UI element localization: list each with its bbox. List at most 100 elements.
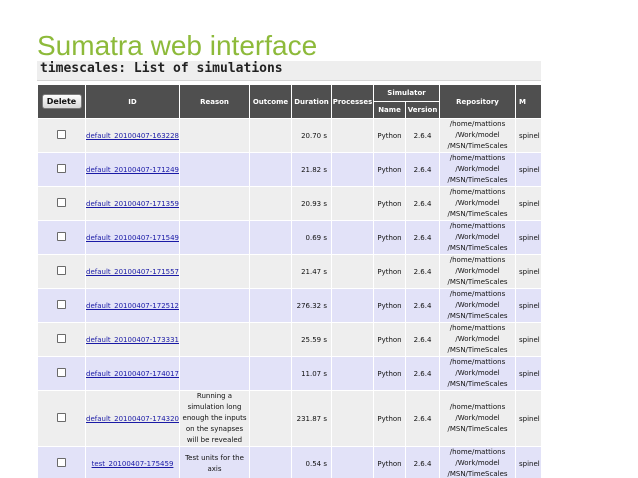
simulation-id-link[interactable]: default_20100407-172512 [86,301,179,310]
repository-line: /MSN/TimeScales [447,470,508,478]
row-processes [332,357,373,390]
simulation-id-link[interactable]: default_20100407-163228 [86,131,179,140]
header-duration[interactable]: Duration [292,85,331,118]
row-main-file: spinel [516,153,541,186]
row-reason [180,221,249,254]
row-simulator-name: Python [374,323,405,356]
slide-title: Sumatra web interface [37,30,318,61]
row-id-cell: default_20100407-171359 [86,187,179,220]
row-processes [332,153,373,186]
row-reason [180,323,249,356]
simulation-id-link[interactable]: default_20100407-171249 [86,165,179,174]
row-simulator-version: 2.6.4 [406,221,440,254]
row-select-checkbox[interactable] [57,164,66,173]
repository-line: /MSN/TimeScales [447,425,508,433]
row-outcome [250,187,291,220]
row-id-cell: test_20100407-175459 [86,447,179,478]
row-id-cell: default_20100407-163228 [86,119,179,152]
row-duration: 21.47 s [292,255,331,288]
row-processes [332,391,373,446]
row-select-cell [38,323,85,356]
simulations-table-container[interactable]: Delete ID Reason Outcome Duration Proces… [37,84,541,478]
row-main-file: spinel [516,221,541,254]
row-duration: 20.70 s [292,119,331,152]
header-processes[interactable]: Processes [332,85,373,118]
row-reason [180,119,249,152]
row-select-cell [38,187,85,220]
row-id-cell: default_20100407-171557 [86,255,179,288]
row-duration: 21.82 s [292,153,331,186]
header-outcome[interactable]: Outcome [250,85,291,118]
header-simulator: Simulator [374,85,440,101]
row-outcome [250,119,291,152]
repository-line: /MSN/TimeScales [447,244,508,252]
row-id-cell: default_20100407-173331 [86,323,179,356]
table-row: default_20100407-173331 25.59 s Python 2.6.… [38,323,541,356]
repository-line: /Work/model [455,414,500,422]
row-simulator-version: 2.6.4 [406,289,440,322]
table-row: default_20100407-171249 21.82 s Python 2.6.… [38,153,541,186]
row-select-checkbox[interactable] [57,334,66,343]
row-outcome [250,221,291,254]
simulation-id-link[interactable]: default_20100407-171359 [86,199,179,208]
row-processes [332,447,373,478]
repository-line: /MSN/TimeScales [447,346,508,354]
repository-line: /MSN/TimeScales [447,380,508,388]
row-select-cell [38,255,85,288]
header-reason[interactable]: Reason [180,85,249,118]
row-select-checkbox[interactable] [57,458,66,467]
row-simulator-version: 2.6.4 [406,357,440,390]
repository-line: /MSN/TimeScales [447,142,508,150]
row-simulator-name: Python [374,221,405,254]
row-duration: 276.32 s [292,289,331,322]
row-reason: Running a simulation long enough the inp… [180,391,249,446]
header-simulator-name[interactable]: Name [374,102,405,118]
row-reason [180,153,249,186]
simulation-id-link[interactable]: default_20100407-174017 [86,369,179,378]
row-select-checkbox[interactable] [57,266,66,275]
repository-line: /Work/model [455,335,500,343]
repository-line: /Work/model [455,199,500,207]
table-row: default_20100407-163228 20.70 s Python 2.6.… [38,119,541,152]
row-reason [180,289,249,322]
row-reason [180,357,249,390]
header-id[interactable]: ID [86,85,179,118]
simulation-id-link[interactable]: default_20100407-171549 [86,233,179,242]
simulations-table: Delete ID Reason Outcome Duration Proces… [37,84,541,478]
simulation-id-link[interactable]: default_20100407-171557 [86,267,179,276]
row-duration: 0.54 s [292,447,331,478]
row-select-checkbox[interactable] [57,368,66,377]
repository-line: /home/mattions [449,290,506,298]
table-row: default_20100407-171557 21.47 s Python 2.6.… [38,255,541,288]
row-reason [180,255,249,288]
row-repository: /home/mattions/Work/model/MSN/TimeScales [440,119,516,152]
delete-button[interactable]: Delete [41,94,82,109]
row-id-cell: default_20100407-174320 [86,391,179,446]
row-select-checkbox[interactable] [57,413,66,422]
repository-line: /Work/model [455,267,500,275]
header-main-file[interactable]: M [516,85,541,118]
row-duration: 25.59 s [292,323,331,356]
row-reason [180,187,249,220]
table-row: default_20100407-171359 20.93 s Python 2.6.… [38,187,541,220]
repository-line: /MSN/TimeScales [447,210,508,218]
repository-line: /home/mattions [449,188,506,196]
select-column-header: Delete [38,85,85,118]
simulation-id-link[interactable]: default_20100407-173331 [86,335,179,344]
row-select-checkbox[interactable] [57,232,66,241]
row-main-file: spinel [516,447,541,478]
row-simulator-name: Python [374,357,405,390]
row-simulator-version: 2.6.4 [406,323,440,356]
simulation-id-link[interactable]: default_20100407-174320 [86,414,179,423]
repository-line: /Work/model [455,301,500,309]
header-simulator-version[interactable]: Version [406,102,440,118]
row-processes [332,323,373,356]
repository-line: /home/mattions [449,222,506,230]
row-select-checkbox[interactable] [57,130,66,139]
row-select-checkbox[interactable] [57,198,66,207]
row-main-file: spinel [516,187,541,220]
row-select-checkbox[interactable] [57,300,66,309]
header-repository[interactable]: Repository [440,85,516,118]
page-heading: timescales: List of simulations [37,61,541,81]
simulation-id-link[interactable]: test_20100407-175459 [91,459,174,468]
